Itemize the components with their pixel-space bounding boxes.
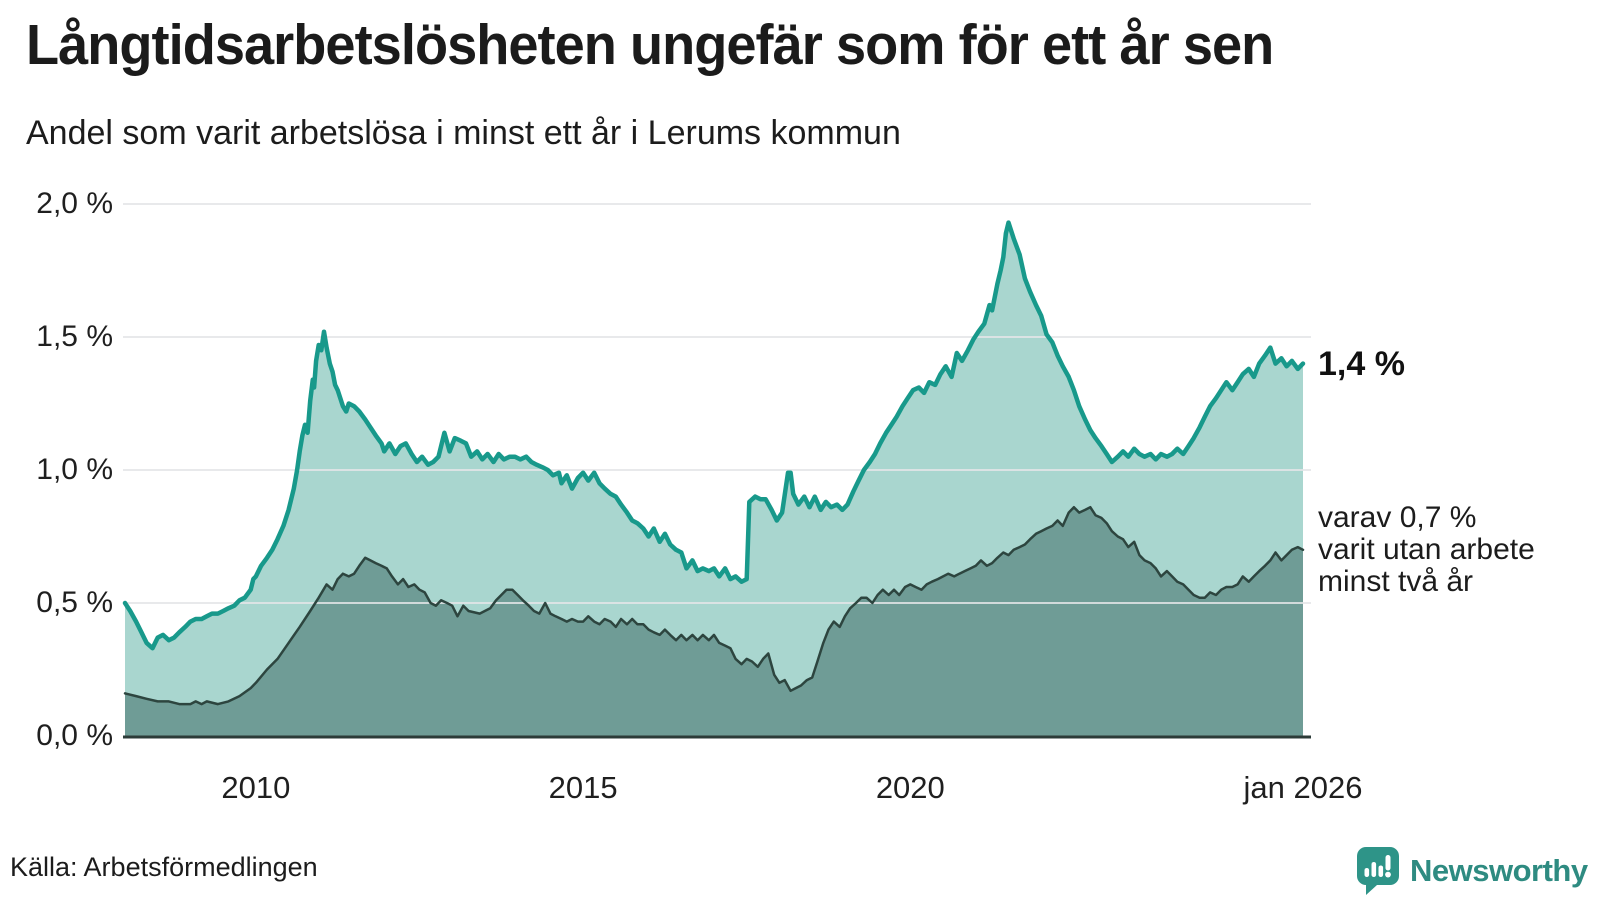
- source-note: Källa: Arbetsförmedlingen: [10, 852, 318, 882]
- bar-glyph: [1364, 868, 1370, 877]
- bar-glyph: [1378, 865, 1384, 877]
- two-year-area: [125, 507, 1303, 737]
- y-axis-tick-label: 1,5 %: [36, 320, 113, 353]
- newsworthy-logo-icon: [1357, 847, 1399, 895]
- series-end-label-two-years: varav 0,7 % varit utan arbete minst två …: [1318, 500, 1535, 598]
- newsworthy-logo-text: Newsworthy: [1410, 853, 1588, 888]
- series-end-label-total: 1,4 %: [1318, 344, 1405, 383]
- x-axis-tick-label: jan 2026: [1243, 770, 1363, 805]
- annotation-line: varav 0,7 %: [1318, 500, 1477, 534]
- two-year-line: [123, 505, 1305, 706]
- annotation-line: minst två år: [1318, 564, 1474, 598]
- y-axis-tick-label: 0,0 %: [36, 719, 113, 752]
- y-axis-tick-label: 1,0 %: [36, 453, 113, 486]
- y-axis-tick-label: 0,5 %: [36, 586, 113, 619]
- y-axis-tick-label: 2,0 %: [36, 187, 113, 220]
- page-title: Långtidsarbetslösheten ungefär som för e…: [26, 13, 1274, 77]
- x-axis-tick-label: 2020: [875, 770, 945, 805]
- total-line: [122, 220, 1306, 651]
- speech-bubble-shape: [1357, 847, 1399, 895]
- exclamation-dot: [1385, 871, 1391, 878]
- page-subtitle: Andel som varit arbetslösa i minst ett å…: [26, 114, 901, 152]
- x-axis-tick-label: 2015: [548, 770, 618, 805]
- newsworthy-logo: Newsworthy: [1354, 846, 1588, 896]
- annotation-line: varit utan arbete: [1318, 532, 1535, 566]
- exclamation-bar: [1385, 855, 1391, 871]
- bar-glyph: [1371, 862, 1377, 877]
- x-axis-tick-label: 2010: [221, 770, 291, 805]
